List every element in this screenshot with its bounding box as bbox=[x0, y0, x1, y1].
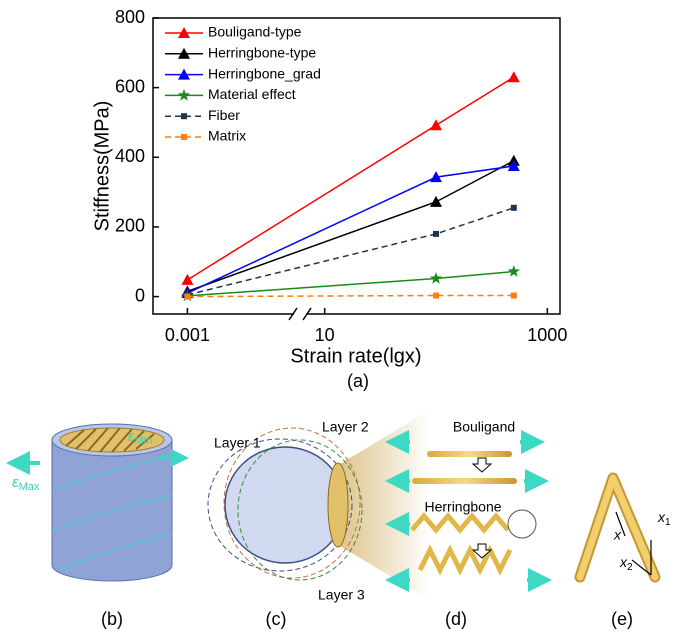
y-tick-label: 400 bbox=[115, 146, 145, 166]
bouligand-label: Bouligand bbox=[453, 419, 515, 435]
marker bbox=[508, 71, 520, 82]
caption: (d) bbox=[445, 609, 467, 629]
caption: (a) bbox=[347, 371, 369, 391]
marker bbox=[184, 294, 190, 300]
cross-section bbox=[225, 447, 345, 563]
marker bbox=[433, 231, 439, 237]
marker bbox=[511, 205, 517, 211]
legend-label: Bouligand-type bbox=[208, 24, 302, 40]
x-tick-label: 1000 bbox=[527, 325, 567, 345]
layer-label: Layer 1 bbox=[214, 435, 261, 451]
series-line bbox=[187, 296, 513, 297]
herringbone-label: Herringbone bbox=[424, 499, 501, 515]
marker bbox=[508, 265, 520, 277]
marker bbox=[181, 274, 193, 285]
marker bbox=[430, 196, 442, 207]
magnifier bbox=[508, 510, 536, 538]
zigzag-fiber bbox=[420, 550, 510, 570]
layer-label: Layer 2 bbox=[322, 419, 369, 435]
legend-label: Herringbone_grad bbox=[208, 65, 321, 81]
legend-label: Herringbone-type bbox=[208, 45, 316, 61]
y-tick-label: 0 bbox=[135, 285, 145, 305]
marker bbox=[430, 272, 442, 284]
marker bbox=[511, 293, 517, 299]
fiber-rod bbox=[412, 478, 517, 484]
y-axis-label: Stiffness(MPa) bbox=[91, 101, 113, 232]
panel-c: Layer 1 Layer 2 Layer 3 (c) bbox=[208, 410, 430, 629]
legend-marker bbox=[181, 113, 187, 119]
caption: (b) bbox=[101, 609, 123, 629]
fiber-rod bbox=[427, 451, 512, 457]
legend-label: Material effect bbox=[208, 86, 296, 102]
caption: (c) bbox=[266, 609, 287, 629]
plot-frame bbox=[153, 18, 560, 314]
marker bbox=[433, 293, 439, 299]
layer-label: Layer 3 bbox=[318, 587, 365, 603]
legend-label: Fiber bbox=[208, 107, 240, 123]
x-tick-label: 0.001 bbox=[165, 325, 210, 345]
x-tick-label: 10 bbox=[315, 325, 335, 345]
series-line bbox=[187, 208, 513, 295]
y-tick-label: 800 bbox=[115, 7, 145, 27]
legend-label: Matrix bbox=[208, 128, 246, 144]
x2-label: x2 bbox=[619, 554, 633, 573]
chart-a: Strain rate(lgx) Stiffness(MPa) (a) 0 200… bbox=[91, 7, 567, 391]
x-label: x bbox=[613, 527, 622, 543]
y-tick-label: 200 bbox=[115, 216, 145, 236]
legend-marker bbox=[178, 89, 190, 101]
x1-label: x1 bbox=[657, 509, 671, 528]
figure: Strain rate(lgx) Stiffness(MPa) (a) 0 200… bbox=[0, 0, 675, 635]
series-line bbox=[187, 272, 513, 296]
y-tick-label: 600 bbox=[115, 76, 145, 96]
panel-e: x x1 x2 (e) bbox=[580, 478, 671, 629]
x-axis-label: Strain rate(lgx) bbox=[290, 345, 421, 367]
eps-max: εMax bbox=[12, 474, 40, 493]
legend-marker bbox=[181, 134, 187, 140]
panel-b: εMax εMin (b) bbox=[12, 424, 180, 629]
series-line bbox=[187, 161, 513, 292]
marker bbox=[430, 119, 442, 130]
fiber-bundle bbox=[328, 463, 348, 547]
caption: (e) bbox=[611, 609, 633, 629]
